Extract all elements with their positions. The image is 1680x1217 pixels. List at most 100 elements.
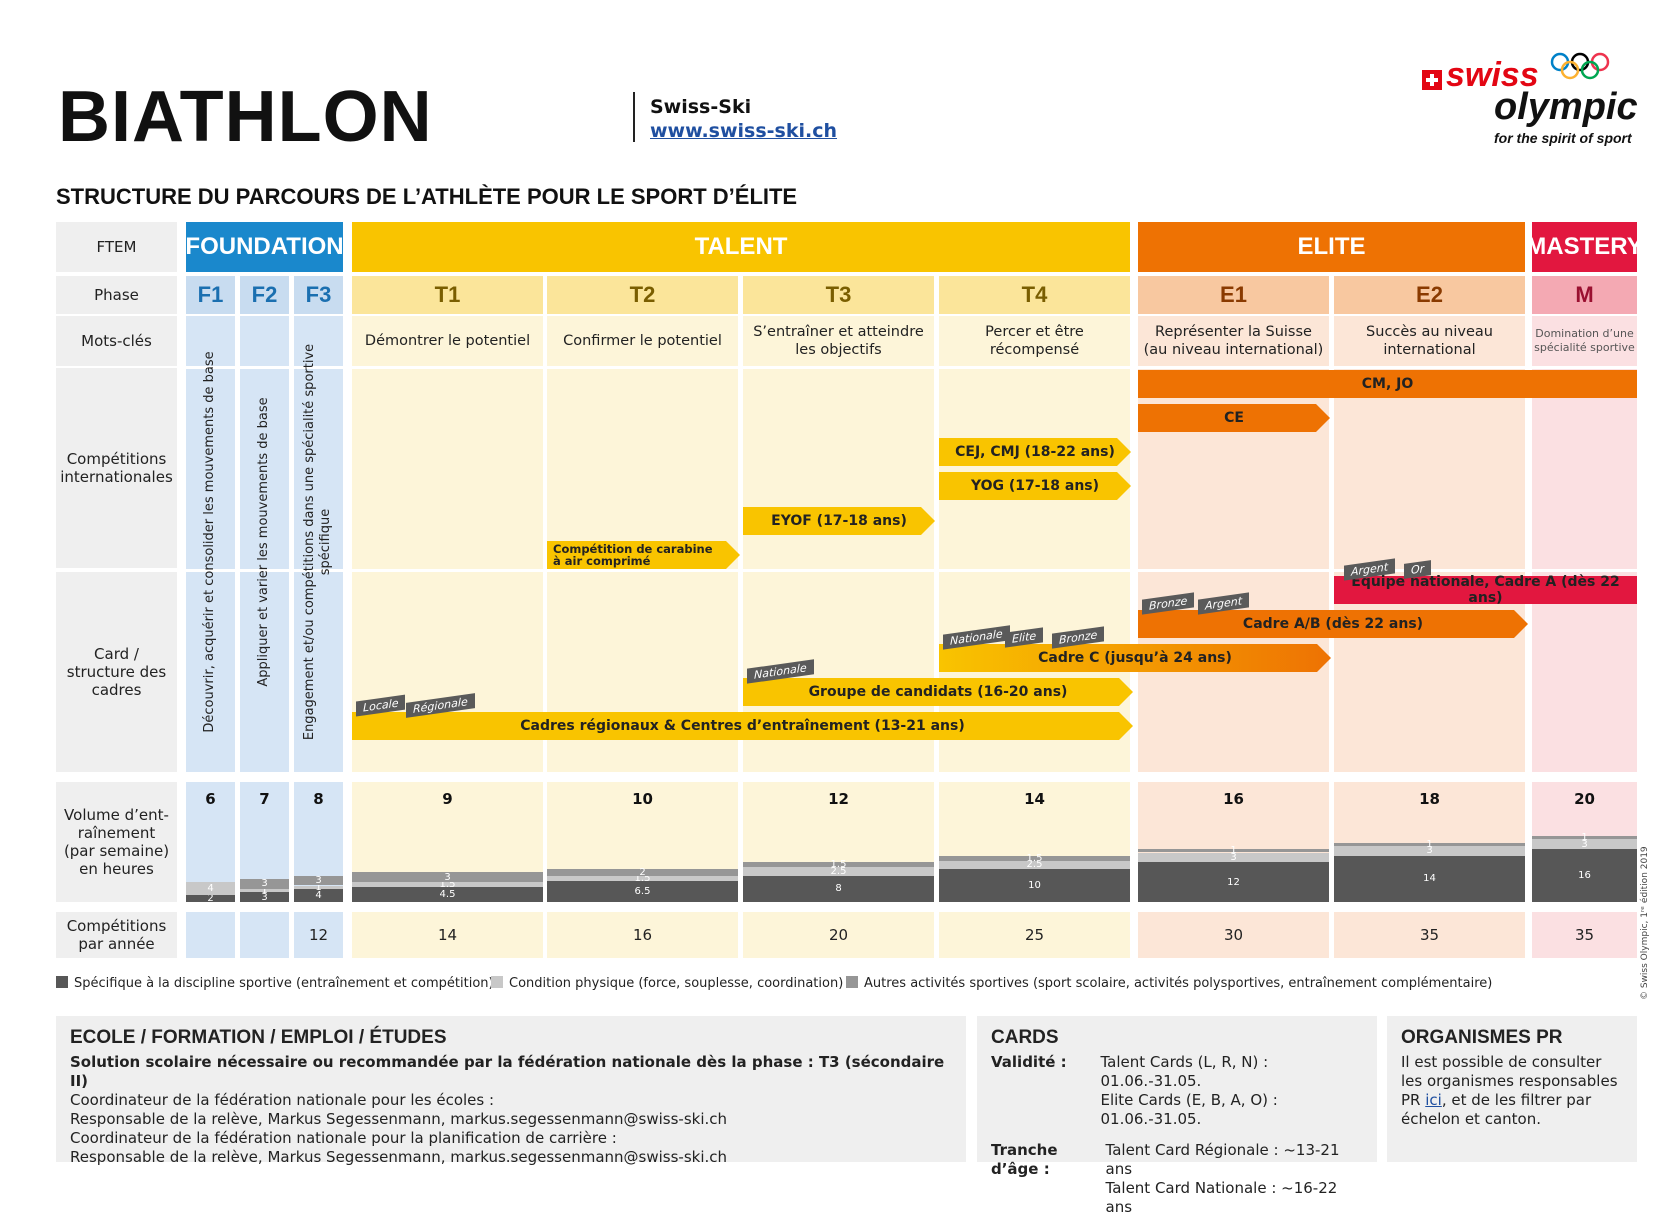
school-line-4: Coordinateur de la fédération nationale … <box>70 1129 617 1147</box>
federation-link[interactable]: www.swiss-ski.ch <box>650 120 838 142</box>
volume-total-f3: 8 <box>313 790 324 808</box>
stage-elite: ELITE <box>1138 222 1525 272</box>
competitions-t1: 14 <box>352 912 543 958</box>
competitions-f1 <box>186 912 235 958</box>
legend-swatch-other <box>846 976 858 988</box>
pr-text: Il est possible de consulter les organis… <box>1401 1053 1623 1129</box>
pr-text-1: Il est possible de consulter les organis… <box>1401 1053 1618 1109</box>
volume-bar-specific-f3: 4 <box>294 888 343 902</box>
volume-bar-other-t1: 3 <box>352 872 543 883</box>
row-label-ftem: FTEM <box>56 222 177 272</box>
swiss-cross-icon <box>1422 70 1442 90</box>
swiss-olympic-logo: swiss olympic for the spirit of sport <box>1422 52 1638 152</box>
volume-bar-other-t2: 2 <box>547 867 738 878</box>
phase-m: M <box>1532 276 1637 314</box>
volume-total-m: 20 <box>1574 790 1595 808</box>
keyword-f3: Engagement et/ou compétitions dans une s… <box>302 343 333 741</box>
volume-bar-other-t4: 1.5 <box>939 853 1130 864</box>
panel-pr: ORGANISMES PR Il est possible de consult… <box>1387 1016 1637 1162</box>
legend-label-specific: Spécifique à la discipline sportive (ent… <box>74 976 494 991</box>
volume-bar-physical-e2: 3 <box>1334 845 1525 856</box>
volume-total-e1: 16 <box>1223 790 1244 808</box>
volume-bar-physical-f3: 1 <box>294 882 343 893</box>
logo-swiss-text: swiss <box>1446 56 1539 94</box>
panel-school: ECOLE / FORMATION / EMPLOI / ÉTUDES Solu… <box>56 1016 966 1166</box>
volume-bar-specific-m: 16 <box>1532 849 1637 902</box>
arrow-eyof: EYOF (17-18 ans) <box>743 507 935 535</box>
keyword-t3: S’entraîner et atteindre les objectifs <box>753 324 924 358</box>
school-line-2: Coordinateur de la fédération nationale … <box>70 1091 495 1109</box>
volume-bar-physical-t1: 1.5 <box>352 879 543 890</box>
keyword-e1: Représenter la Suisse (au niveau interna… <box>1143 324 1324 358</box>
competitions-t4: 25 <box>939 912 1130 958</box>
legend-swatch-physical <box>491 976 503 988</box>
volume-bar-other-e1: 1 <box>1138 845 1329 856</box>
cards-validity-2: Elite Cards (E, B, A, O) : 01.06.-31.05. <box>1100 1091 1278 1128</box>
row-label-competitions: Compétitions par année <box>56 912 177 958</box>
competitions-m: 35 <box>1532 912 1637 958</box>
volume-bar-specific-t4: 10 <box>939 869 1130 902</box>
volume-bar-specific-e1: 12 <box>1138 862 1329 902</box>
logo-tagline: for the spirit of sport <box>1494 130 1632 146</box>
competitions-e1: 30 <box>1138 912 1329 958</box>
volume-bar-specific-f1: 2 <box>186 893 235 904</box>
cards-validity-1: Talent Cards (L, R, N) : 01.06.-31.05. <box>1100 1053 1269 1090</box>
volume-bar-physical-e1: 3 <box>1138 852 1329 863</box>
olympic-rings-icon <box>1550 52 1610 80</box>
logo-olympic-text: olympic <box>1494 86 1638 128</box>
legend-label-other: Autres activités sportives (sport scolai… <box>864 976 1493 991</box>
stage-foundation: FOUNDATION <box>185 222 344 272</box>
arrow-cadre-c: Cadre C (jusqu’à 24 ans) <box>939 644 1331 672</box>
pr-text-2: , et de les filtrer par échelon et canto… <box>1401 1091 1592 1128</box>
volume-total-t3: 12 <box>828 790 849 808</box>
arrow-ce: CE <box>1138 404 1330 432</box>
row-label-keywords: Mots-clés <box>56 316 177 366</box>
page-title: BIATHLON <box>58 77 433 157</box>
page-subtitle: STRUCTURE DU PARCOURS DE L’ATHLÈTE POUR … <box>56 184 798 209</box>
phase-t4: T4 <box>939 276 1130 314</box>
panel-cards: CARDS Validité : Talent Cards (L, R, N) … <box>977 1016 1377 1216</box>
legend-physical: Condition physique (force, souplesse, co… <box>491 976 843 991</box>
federation-name: Swiss-Ski <box>650 96 752 118</box>
phase-f3: F3 <box>294 276 343 314</box>
stage-talent: TALENT <box>352 222 1130 272</box>
volume-total-e2: 18 <box>1419 790 1440 808</box>
arrow-cadres-regionaux: Cadres régionaux & Centres d’entraînemen… <box>352 712 1133 740</box>
volume-bar-physical-t4: 2.5 <box>939 859 1130 870</box>
panel-cards-title: CARDS <box>991 1027 1059 1048</box>
column-bg-f3 <box>294 316 343 772</box>
cards-validity-label: Validité : <box>991 1053 1067 1071</box>
arrow-carabine: Compétition de carabine à air comprimé <box>547 541 740 569</box>
edition-note: © Swiss Olympic, 1ʳᵉ édition 2019 <box>1640 846 1650 1000</box>
keyword-f1: Découvrir, acquérir et consolider les mo… <box>202 351 217 733</box>
volume-bar-other-e2: 1 <box>1334 839 1525 850</box>
row-separator <box>186 366 1637 369</box>
volume-total-f2: 7 <box>259 790 270 808</box>
phase-t3: T3 <box>743 276 934 314</box>
volume-bar-physical-f2: 1 <box>240 885 289 896</box>
keyword-f2: Appliquer et varier les mouvements de ba… <box>256 397 271 687</box>
volume-bar-other-m: 1 <box>1532 832 1637 843</box>
volume-bar-physical-m: 3 <box>1532 839 1637 850</box>
volume-bar-physical-t2: 1.5 <box>547 873 738 884</box>
volume-cell-f1 <box>186 782 235 902</box>
pr-link[interactable]: ici <box>1425 1091 1442 1109</box>
panel-school-title: ECOLE / FORMATION / EMPLOI / ÉTUDES <box>70 1027 447 1048</box>
volume-bar-specific-t3: 8 <box>743 875 934 902</box>
school-line-3: Responsable de la relève, Markus Segesse… <box>70 1110 728 1128</box>
volume-bar-physical-t3: 2.5 <box>743 866 934 877</box>
keyword-t1: Démontrer le potentiel <box>364 333 531 349</box>
row-label-international: Compétitions internationales <box>56 368 177 568</box>
volume-total-f1: 6 <box>205 790 216 808</box>
volume-bar-other-t3: 1.5 <box>743 859 934 870</box>
arrow-cadre-ab: Cadre A/B (dès 22 ans) <box>1138 610 1528 638</box>
keyword-t2: Confirmer le potentiel <box>563 333 722 349</box>
row-label-cards: Card / structure des cadres <box>56 572 177 772</box>
school-line-1: Solution scolaire nécessaire ou recomman… <box>70 1053 945 1090</box>
phase-f1: F1 <box>186 276 235 314</box>
arrow-cej-cmj: CEJ, CMJ (18-22 ans) <box>939 438 1131 466</box>
legend-specific: Spécifique à la discipline sportive (ent… <box>56 976 494 991</box>
panel-pr-title: ORGANISMES PR <box>1401 1027 1563 1048</box>
competitions-t2: 16 <box>547 912 738 958</box>
volume-bar-specific-t1: 4.5 <box>352 887 543 902</box>
